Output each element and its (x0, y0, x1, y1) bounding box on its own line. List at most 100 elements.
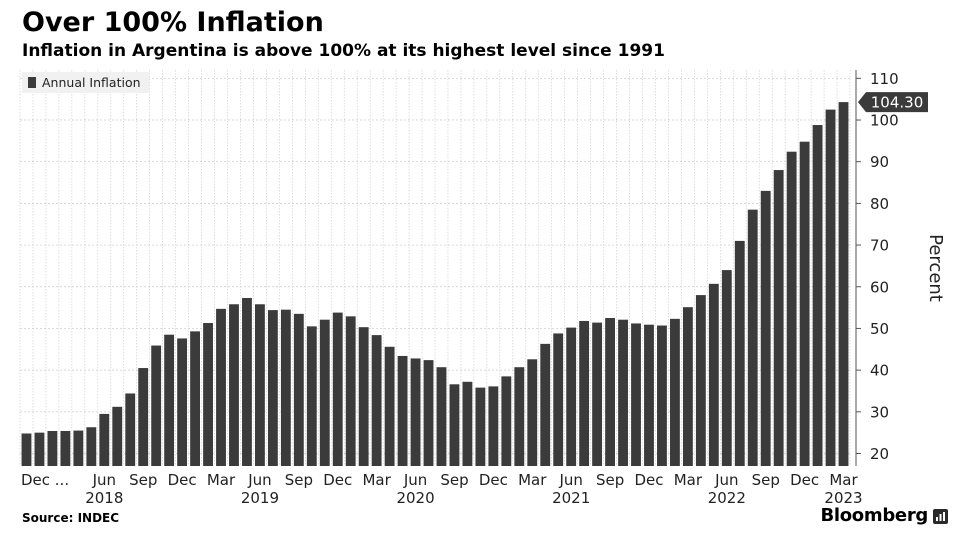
bar (410, 358, 421, 466)
bar (21, 433, 32, 466)
x-tick-label-month: Mar (518, 471, 547, 489)
x-tick-label-month: Mar (829, 471, 858, 489)
bar (86, 427, 97, 466)
x-tick-label-month: Sep (752, 471, 780, 489)
bar (254, 304, 265, 466)
bar (332, 312, 343, 466)
bar (423, 360, 434, 466)
bar-series (21, 102, 849, 467)
bar (60, 430, 71, 466)
bar (695, 295, 706, 466)
bar (397, 355, 408, 466)
bar (164, 334, 175, 466)
bar (47, 430, 58, 466)
bar (34, 432, 45, 466)
x-tick-label-month: Mar (362, 471, 391, 489)
bar (138, 368, 149, 466)
bar (229, 304, 239, 466)
chart-title: Over 100% Inflation (22, 7, 324, 38)
y-tick-label: 100 (870, 112, 899, 130)
x-tick-label-month: Sep (440, 471, 468, 489)
bar (242, 298, 252, 466)
x-tick-label-month: Dec ... (21, 471, 69, 489)
y-tick-label: 40 (870, 362, 889, 380)
bar (462, 381, 473, 466)
callout-value: 104.30 (871, 94, 924, 112)
x-tick-label-month: Dec (323, 471, 352, 489)
bar (799, 141, 810, 466)
bar (99, 413, 110, 466)
x-tick-label-month: Jun (92, 471, 116, 489)
bar (721, 270, 732, 466)
y-tick-label: 70 (870, 237, 889, 255)
bar (488, 386, 499, 466)
bar (760, 190, 771, 466)
bar (682, 307, 693, 466)
x-tick-label-month: Dec (479, 471, 508, 489)
y-tick-label: 110 (870, 70, 899, 88)
legend: Annual Inflation (22, 72, 149, 93)
bar (747, 209, 758, 467)
bar (618, 319, 628, 466)
x-tick-label-month: Dec (634, 471, 663, 489)
bar (592, 322, 603, 466)
bar (669, 318, 680, 466)
y-tick-label: 60 (870, 278, 889, 296)
source-note: Source: INDEC (22, 511, 120, 525)
x-tick-label-month: Sep (129, 471, 157, 489)
callout-badge (858, 92, 928, 113)
y-tick-label: 20 (870, 445, 889, 463)
x-tick-label-month: Mar (207, 471, 236, 489)
bloomberg-terminal-icon (933, 509, 948, 524)
x-tick-label-year: 2020 (396, 489, 434, 507)
bar (177, 338, 188, 466)
bar (203, 323, 213, 466)
bar (449, 384, 460, 466)
x-tick-label-year: 2019 (241, 489, 279, 507)
bar (644, 324, 654, 466)
bar (151, 345, 162, 466)
bar (216, 308, 226, 466)
bar (345, 316, 356, 466)
bar (527, 359, 538, 466)
bar (384, 346, 395, 466)
bar (267, 310, 278, 466)
bar (306, 326, 317, 466)
x-tick-label-month: Dec (168, 471, 197, 489)
y-axis: 20 30 40 50 60 70 80 90 100 110 (855, 70, 899, 466)
bar (631, 323, 641, 466)
bar (553, 333, 564, 466)
bar (319, 319, 330, 466)
bar (605, 318, 616, 466)
bar (280, 309, 291, 466)
x-tick-label-year: 2023 (824, 489, 862, 507)
bar (579, 320, 590, 466)
x-tick-label-month: Jun (558, 471, 582, 489)
bar (73, 430, 84, 466)
x-tick-label-year: 2021 (552, 489, 590, 507)
bar (812, 125, 823, 466)
bar (838, 102, 849, 467)
bar (708, 283, 719, 466)
bar (293, 313, 304, 466)
x-tick-label-month: Sep (285, 471, 313, 489)
bar (475, 387, 486, 466)
brand-logo: Bloomberg (820, 505, 928, 526)
bar (436, 367, 447, 466)
bar (540, 343, 551, 466)
bar (371, 335, 382, 466)
legend-swatch (28, 77, 36, 88)
bar (358, 327, 369, 466)
bar (112, 406, 123, 466)
last-value-callout: 104.30 (858, 92, 928, 113)
bar (786, 151, 797, 466)
x-tick-label-year: 2018 (85, 489, 123, 507)
chart-subtitle: Inflation in Argentina is above 100% at … (22, 41, 665, 61)
bar (825, 109, 836, 466)
vertical-gridlines (19, 70, 851, 466)
y-axis-label: Percent (925, 234, 946, 302)
x-tick-label-month: Jun (403, 471, 427, 489)
x-tick-label-month: Jun (714, 471, 738, 489)
